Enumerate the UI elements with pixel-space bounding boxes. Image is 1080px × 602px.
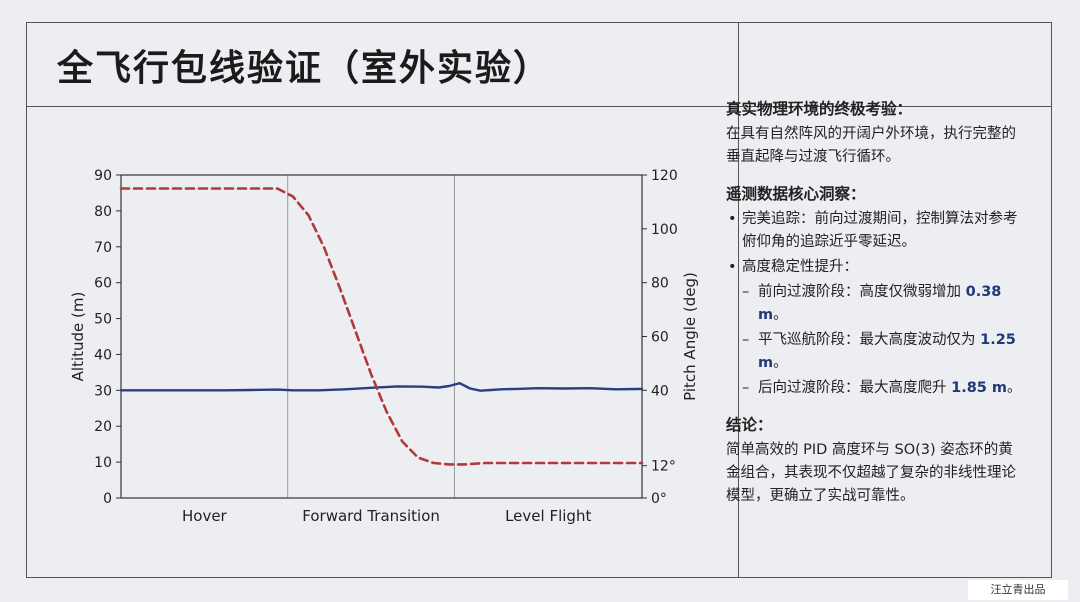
sub-item-forward-value: 0.38 m bbox=[758, 284, 1002, 323]
insight-panel: 真实物理环境的终极考验： 在具有自然阵风的开阔户外环境，执行完整的垂直起降与过渡… bbox=[726, 98, 1026, 522]
left-tick-label: 40 bbox=[94, 347, 112, 363]
sub-item-backward-text: 后向过渡阶段：最大高度爬升 bbox=[758, 380, 952, 396]
credit-badge: 汪立青出品 bbox=[968, 580, 1068, 600]
right-tick-label: 120 bbox=[651, 168, 678, 184]
altitude-pitch-chart: 0 10 20 30 40 50 60 70 80 90 0° 12° 40 60 80 100 120 Alti… bbox=[69, 168, 699, 525]
sub-item-backward: 后向过渡阶段：最大高度爬升 1.85 m。 bbox=[726, 377, 1026, 400]
sub-item-forward-end: 。 bbox=[773, 307, 788, 323]
sub-item-forward: 前向过渡阶段：高度仅微弱增加 0.38 m。 bbox=[726, 281, 1026, 327]
left-tick-label: 50 bbox=[94, 312, 112, 328]
sub-item-cruise-text: 平飞巡航阶段：最大高度波动仅为 bbox=[758, 332, 981, 348]
title-right-cell bbox=[739, 23, 1051, 107]
left-axis-label: Altitude (m) bbox=[69, 292, 87, 382]
title-bar: 全飞行包线验证（室外实验） bbox=[27, 23, 739, 107]
chart-panel: 0 10 20 30 40 50 60 70 80 90 0° 12° 40 60 80 100 120 Alti… bbox=[27, 107, 739, 577]
sub-item-cruise: 平飞巡航阶段：最大高度波动仅为 1.25 m。 bbox=[726, 329, 1026, 375]
sub-item-cruise-value: 1.25 m bbox=[758, 332, 1016, 371]
bullet-stability: 高度稳定性提升： bbox=[726, 256, 1026, 279]
sub-item-forward-text: 前向过渡阶段：高度仅微弱增加 bbox=[758, 284, 966, 300]
phase-label-2: Forward Transition bbox=[302, 507, 440, 525]
right-tick-label: 60 bbox=[651, 330, 669, 346]
left-tick-label: 20 bbox=[94, 419, 112, 435]
right-tick-label: 100 bbox=[651, 222, 678, 238]
sub-item-backward-value: 1.85 m bbox=[951, 380, 1008, 396]
section-heading-conclusion: 结论： bbox=[726, 416, 773, 434]
left-tick-label: 60 bbox=[94, 276, 112, 292]
page-title: 全飞行包线验证（室外实验） bbox=[57, 48, 552, 89]
right-tick-label: 0° bbox=[651, 491, 667, 507]
section-text-conclusion: 简单高效的 PID 高度环与 SO(3) 姿态环的黄金组合，其表现不仅超越了复杂… bbox=[726, 442, 1016, 504]
bullet-tracking: 完美追踪：前向过渡期间，控制算法对参考俯仰角的追踪近乎零延迟。 bbox=[726, 208, 1026, 254]
left-tick-label: 10 bbox=[94, 455, 112, 471]
sub-item-backward-end: 。 bbox=[1007, 380, 1022, 396]
plot-frame bbox=[120, 174, 643, 499]
right-tick-label: 40 bbox=[651, 383, 669, 399]
left-tick-label: 0 bbox=[103, 491, 112, 507]
left-tick-label: 30 bbox=[94, 383, 112, 399]
left-tick-label: 80 bbox=[94, 204, 112, 220]
section-heading-test: 真实物理环境的终极考验： bbox=[726, 100, 913, 118]
right-tick-label: 12° bbox=[651, 459, 676, 475]
sub-item-cruise-end: 。 bbox=[773, 355, 788, 371]
altitude-series-line bbox=[119, 382, 644, 392]
right-axis-label: Pitch Angle (deg) bbox=[681, 272, 699, 401]
section-heading-insights: 遥测数据核心洞察： bbox=[726, 185, 866, 203]
phase-label-3: Level Flight bbox=[505, 507, 591, 525]
phase-label-1: Hover bbox=[182, 507, 228, 525]
left-tick-label: 90 bbox=[94, 168, 112, 184]
right-tick-label: 80 bbox=[651, 276, 669, 292]
pitch-series-line bbox=[119, 187, 644, 466]
section-text-test: 在具有自然阵风的开阔户外环境，执行完整的垂直起降与过渡飞行循环。 bbox=[726, 126, 1016, 165]
left-tick-label: 70 bbox=[94, 240, 112, 256]
